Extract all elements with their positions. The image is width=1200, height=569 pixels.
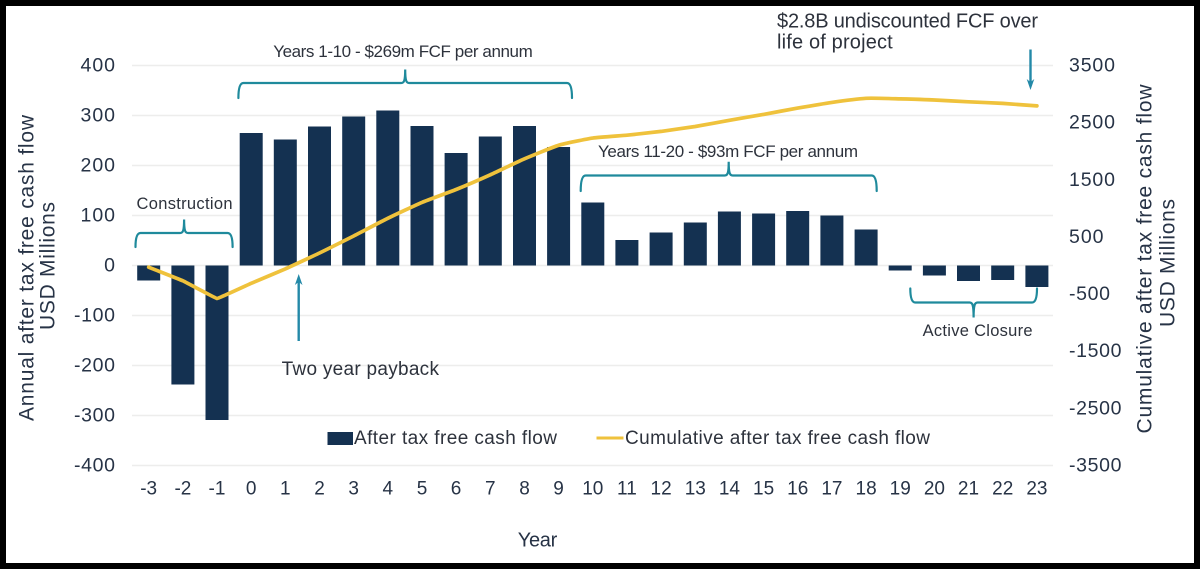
- svg-text:After tax free cash flow: After tax free cash flow: [354, 428, 557, 449]
- svg-text:-3: -3: [140, 479, 157, 500]
- svg-text:Year: Year: [518, 530, 558, 552]
- svg-text:23: 23: [1026, 479, 1047, 500]
- svg-text:0: 0: [246, 479, 257, 500]
- svg-text:200: 200: [81, 155, 116, 177]
- svg-text:Cumulative after tax free cash: Cumulative after tax free cash flow: [1134, 84, 1157, 434]
- svg-text:-200: -200: [74, 355, 115, 377]
- svg-text:11: 11: [617, 479, 637, 500]
- svg-text:15: 15: [753, 479, 774, 500]
- svg-text:1: 1: [280, 479, 291, 500]
- svg-text:Active Closure: Active Closure: [923, 322, 1033, 340]
- svg-text:USD Millions: USD Millions: [1157, 199, 1180, 327]
- svg-text:12: 12: [651, 479, 672, 500]
- svg-text:2500: 2500: [1069, 112, 1115, 134]
- svg-text:-100: -100: [74, 305, 115, 327]
- svg-text:14: 14: [719, 479, 741, 500]
- svg-text:22: 22: [992, 479, 1013, 500]
- svg-text:21: 21: [958, 479, 979, 500]
- svg-text:-2: -2: [174, 479, 191, 500]
- svg-text:400: 400: [81, 55, 116, 77]
- svg-text:3500: 3500: [1069, 55, 1115, 77]
- svg-text:3: 3: [348, 479, 359, 500]
- svg-text:18: 18: [856, 479, 877, 500]
- svg-text:10: 10: [582, 479, 603, 500]
- svg-text:-500: -500: [1069, 283, 1110, 305]
- svg-text:13: 13: [685, 479, 706, 500]
- svg-text:6: 6: [451, 479, 462, 500]
- svg-text:-2500: -2500: [1069, 397, 1122, 419]
- svg-text:5: 5: [417, 479, 428, 500]
- svg-text:Cumulative after tax free cash: Cumulative after tax free cash flow: [625, 428, 930, 449]
- svg-text:100: 100: [81, 205, 116, 227]
- svg-text:-1: -1: [209, 479, 226, 500]
- svg-text:Years 11-20 - $93m FCF per ann: Years 11-20 - $93m FCF per annum: [598, 142, 858, 161]
- svg-text:500: 500: [1069, 226, 1104, 248]
- svg-text:-1500: -1500: [1069, 340, 1122, 362]
- svg-text:-300: -300: [74, 405, 115, 427]
- svg-text:Construction: Construction: [137, 195, 233, 213]
- svg-text:Annual after tax free cash flo: Annual after tax free cash flow: [15, 114, 38, 421]
- svg-text:4: 4: [383, 479, 394, 500]
- svg-text:16: 16: [787, 479, 808, 500]
- svg-text:-3500: -3500: [1069, 455, 1122, 477]
- svg-text:Two year payback: Two year payback: [282, 359, 440, 380]
- svg-text:life of project: life of project: [777, 32, 893, 54]
- svg-text:USD Millions: USD Millions: [37, 202, 60, 330]
- svg-text:1500: 1500: [1069, 169, 1115, 191]
- svg-text:300: 300: [81, 105, 116, 127]
- svg-text:9: 9: [553, 479, 564, 500]
- svg-text:20: 20: [924, 479, 945, 500]
- svg-text:17: 17: [821, 479, 842, 500]
- svg-text:-400: -400: [74, 455, 115, 477]
- svg-text:Years 1-10 - $269m FCF per ann: Years 1-10 - $269m FCF per annum: [273, 42, 533, 61]
- svg-text:$2.8B undiscounted FCF over: $2.8B undiscounted FCF over: [777, 11, 1038, 33]
- svg-text:0: 0: [104, 255, 115, 277]
- svg-text:8: 8: [519, 479, 530, 500]
- svg-text:2: 2: [314, 479, 325, 500]
- svg-text:7: 7: [485, 479, 496, 500]
- svg-text:19: 19: [890, 479, 911, 500]
